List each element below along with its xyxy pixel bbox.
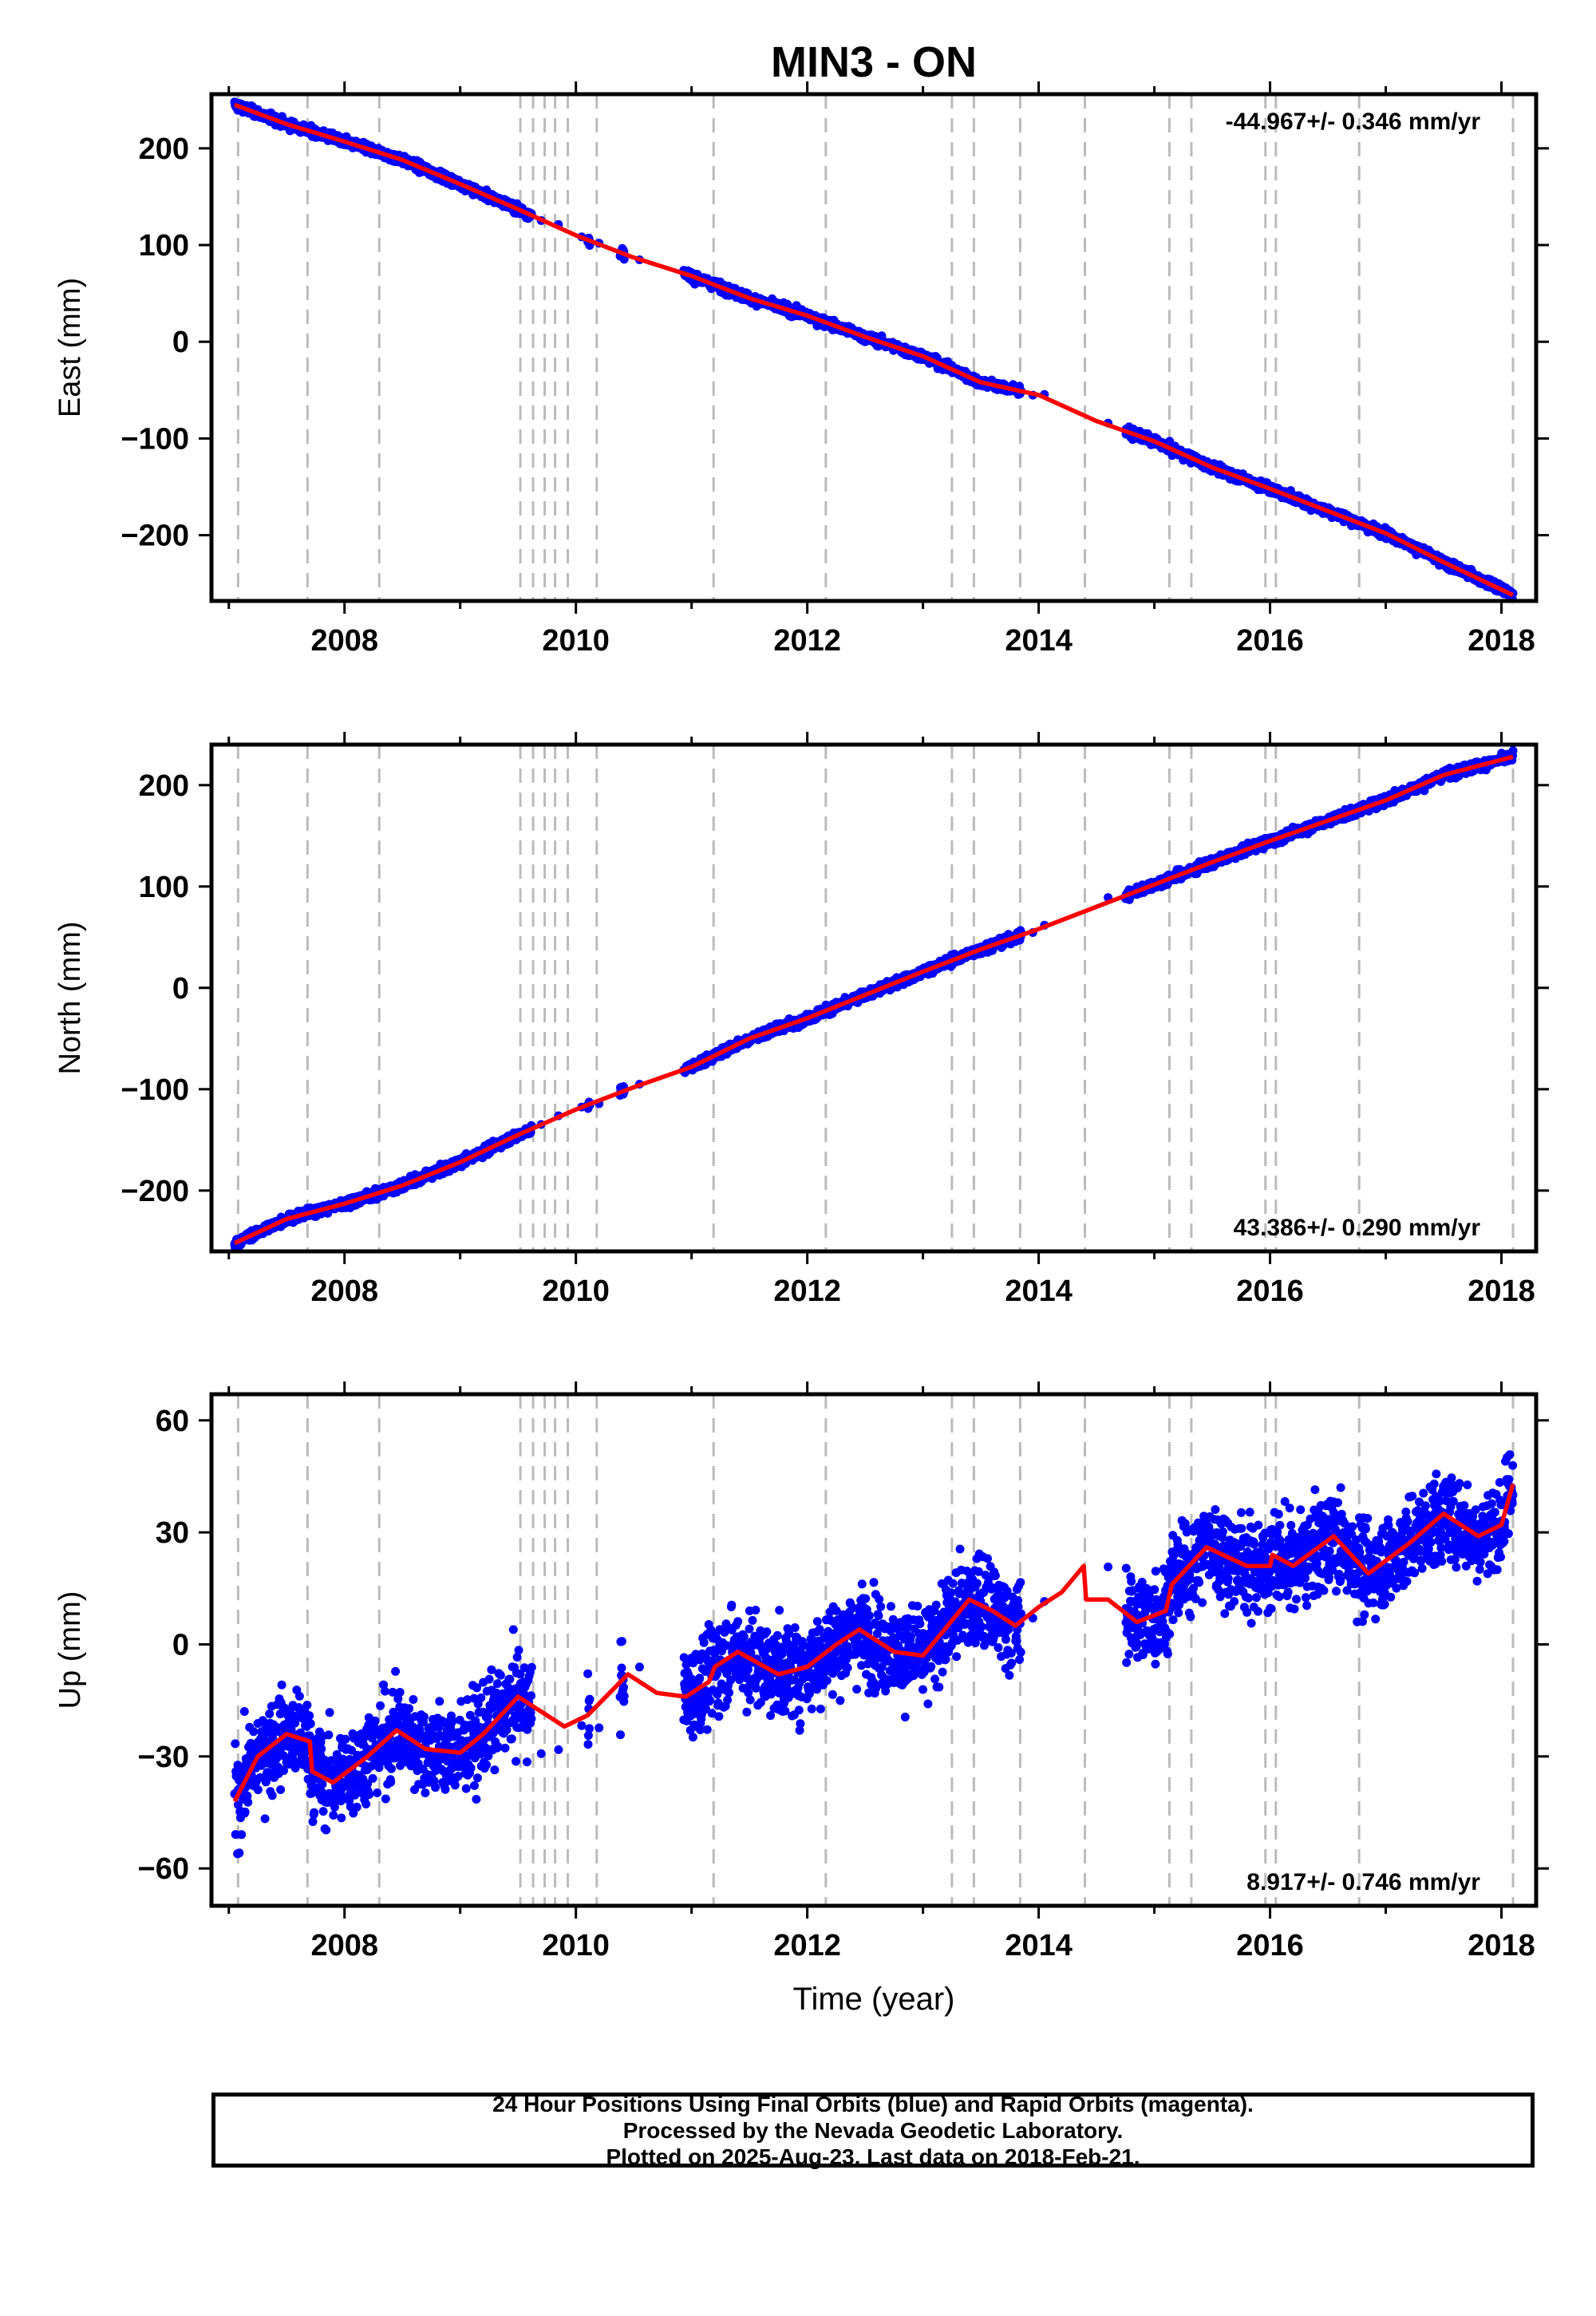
x-tick-label: 2012 [773,624,841,658]
x-tick-label: 2014 [1005,624,1073,658]
panel-1: 2008 2010 2012 2014 2016 2018 −200 −100 0 100 200 E… [53,81,1549,658]
model-fit-line [234,102,1515,598]
y-tick-label: 0 [172,326,189,359]
panel-2: 2008 2010 2012 2014 2016 2018−200−1000100200N… [53,732,1549,1308]
x-tick-label: 2018 [1468,624,1535,658]
y-tick-label: 200 [139,132,189,166]
y-axis-label: East (mm) [53,278,87,417]
x-tick-label: 2016 [1236,624,1304,658]
x-tick-label: 2010 [542,624,610,658]
y-tick-label: −200 [120,520,189,553]
x-tick-label: 2008 [310,624,378,658]
y-tick-label: −100 [120,422,189,456]
data-points [230,97,1518,603]
rate-annotation: -44.967+/- 0.346 mm/yr [1226,109,1481,135]
y-tick-label: 100 [139,229,189,263]
